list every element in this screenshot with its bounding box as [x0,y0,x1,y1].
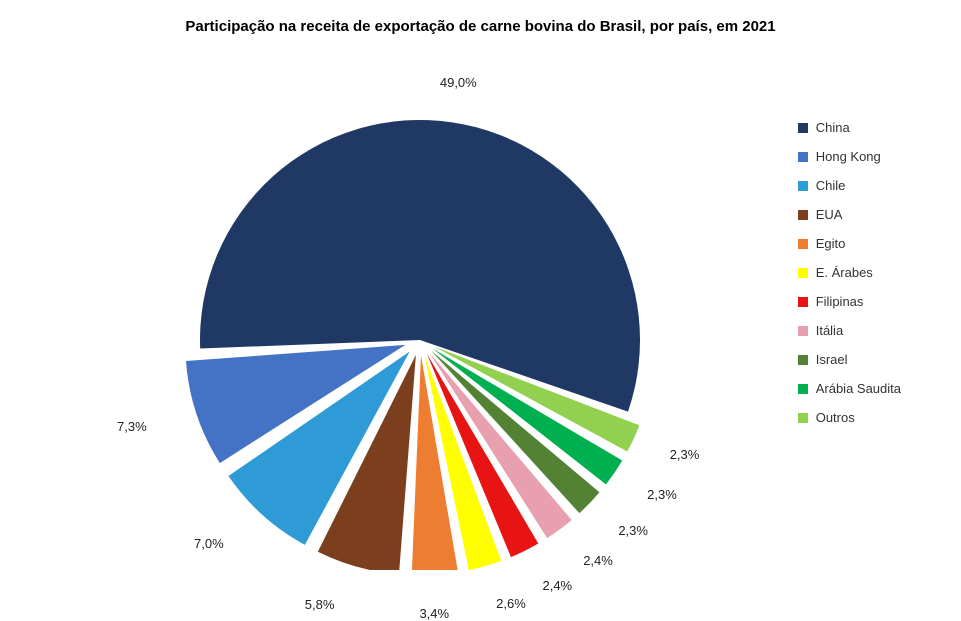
legend-label: Arábia Saudita [816,381,901,396]
slice-label: 3,4% [419,606,449,621]
legend-item: Hong Kong [798,149,901,164]
legend-label: Hong Kong [816,149,881,164]
legend-label: Filipinas [816,294,864,309]
chart-legend: China Hong Kong Chile EUA Egito E. Árabes Fili… [798,120,901,425]
legend-item: Outros [798,410,901,425]
legend-label: Israel [816,352,848,367]
slice-label: 2,4% [542,578,572,593]
legend-item: China [798,120,901,135]
legend-swatch [798,326,808,336]
legend-swatch [798,181,808,191]
legend-item: Filipinas [798,294,901,309]
slice-label: 49,0% [440,75,477,90]
slice-label: 2,4% [583,553,613,568]
legend-swatch [798,413,808,423]
slice-label: 2,3% [670,447,700,462]
slice-label: 2,6% [496,596,526,611]
slice-label: 5,8% [305,597,335,612]
legend-swatch [798,152,808,162]
legend-item: Itália [798,323,901,338]
legend-item: Arábia Saudita [798,381,901,396]
legend-swatch [798,123,808,133]
legend-item: E. Árabes [798,265,901,280]
slice-label: 2,3% [647,487,677,502]
legend-item: Chile [798,178,901,193]
legend-label: Chile [816,178,846,193]
legend-label: Itália [816,323,843,338]
legend-swatch [798,297,808,307]
legend-swatch [798,384,808,394]
legend-swatch [798,355,808,365]
legend-label: Outros [816,410,855,425]
slice-label: 7,0% [194,536,224,551]
legend-swatch [798,268,808,278]
legend-swatch [798,210,808,220]
slice-label: 2,3% [618,523,648,538]
legend-item: Israel [798,352,901,367]
pie-chart: 49,0%7,3%7,0%5,8%3,4%2,6%2,4%2,4%2,3%2,3… [60,70,660,570]
legend-label: E. Árabes [816,265,873,280]
legend-label: Egito [816,236,846,251]
legend-label: China [816,120,850,135]
legend-label: EUA [816,207,843,222]
legend-swatch [798,239,808,249]
slice-label: 7,3% [117,419,147,434]
chart-title: Participação na receita de exportação de… [0,18,961,35]
legend-item: Egito [798,236,901,251]
legend-item: EUA [798,207,901,222]
